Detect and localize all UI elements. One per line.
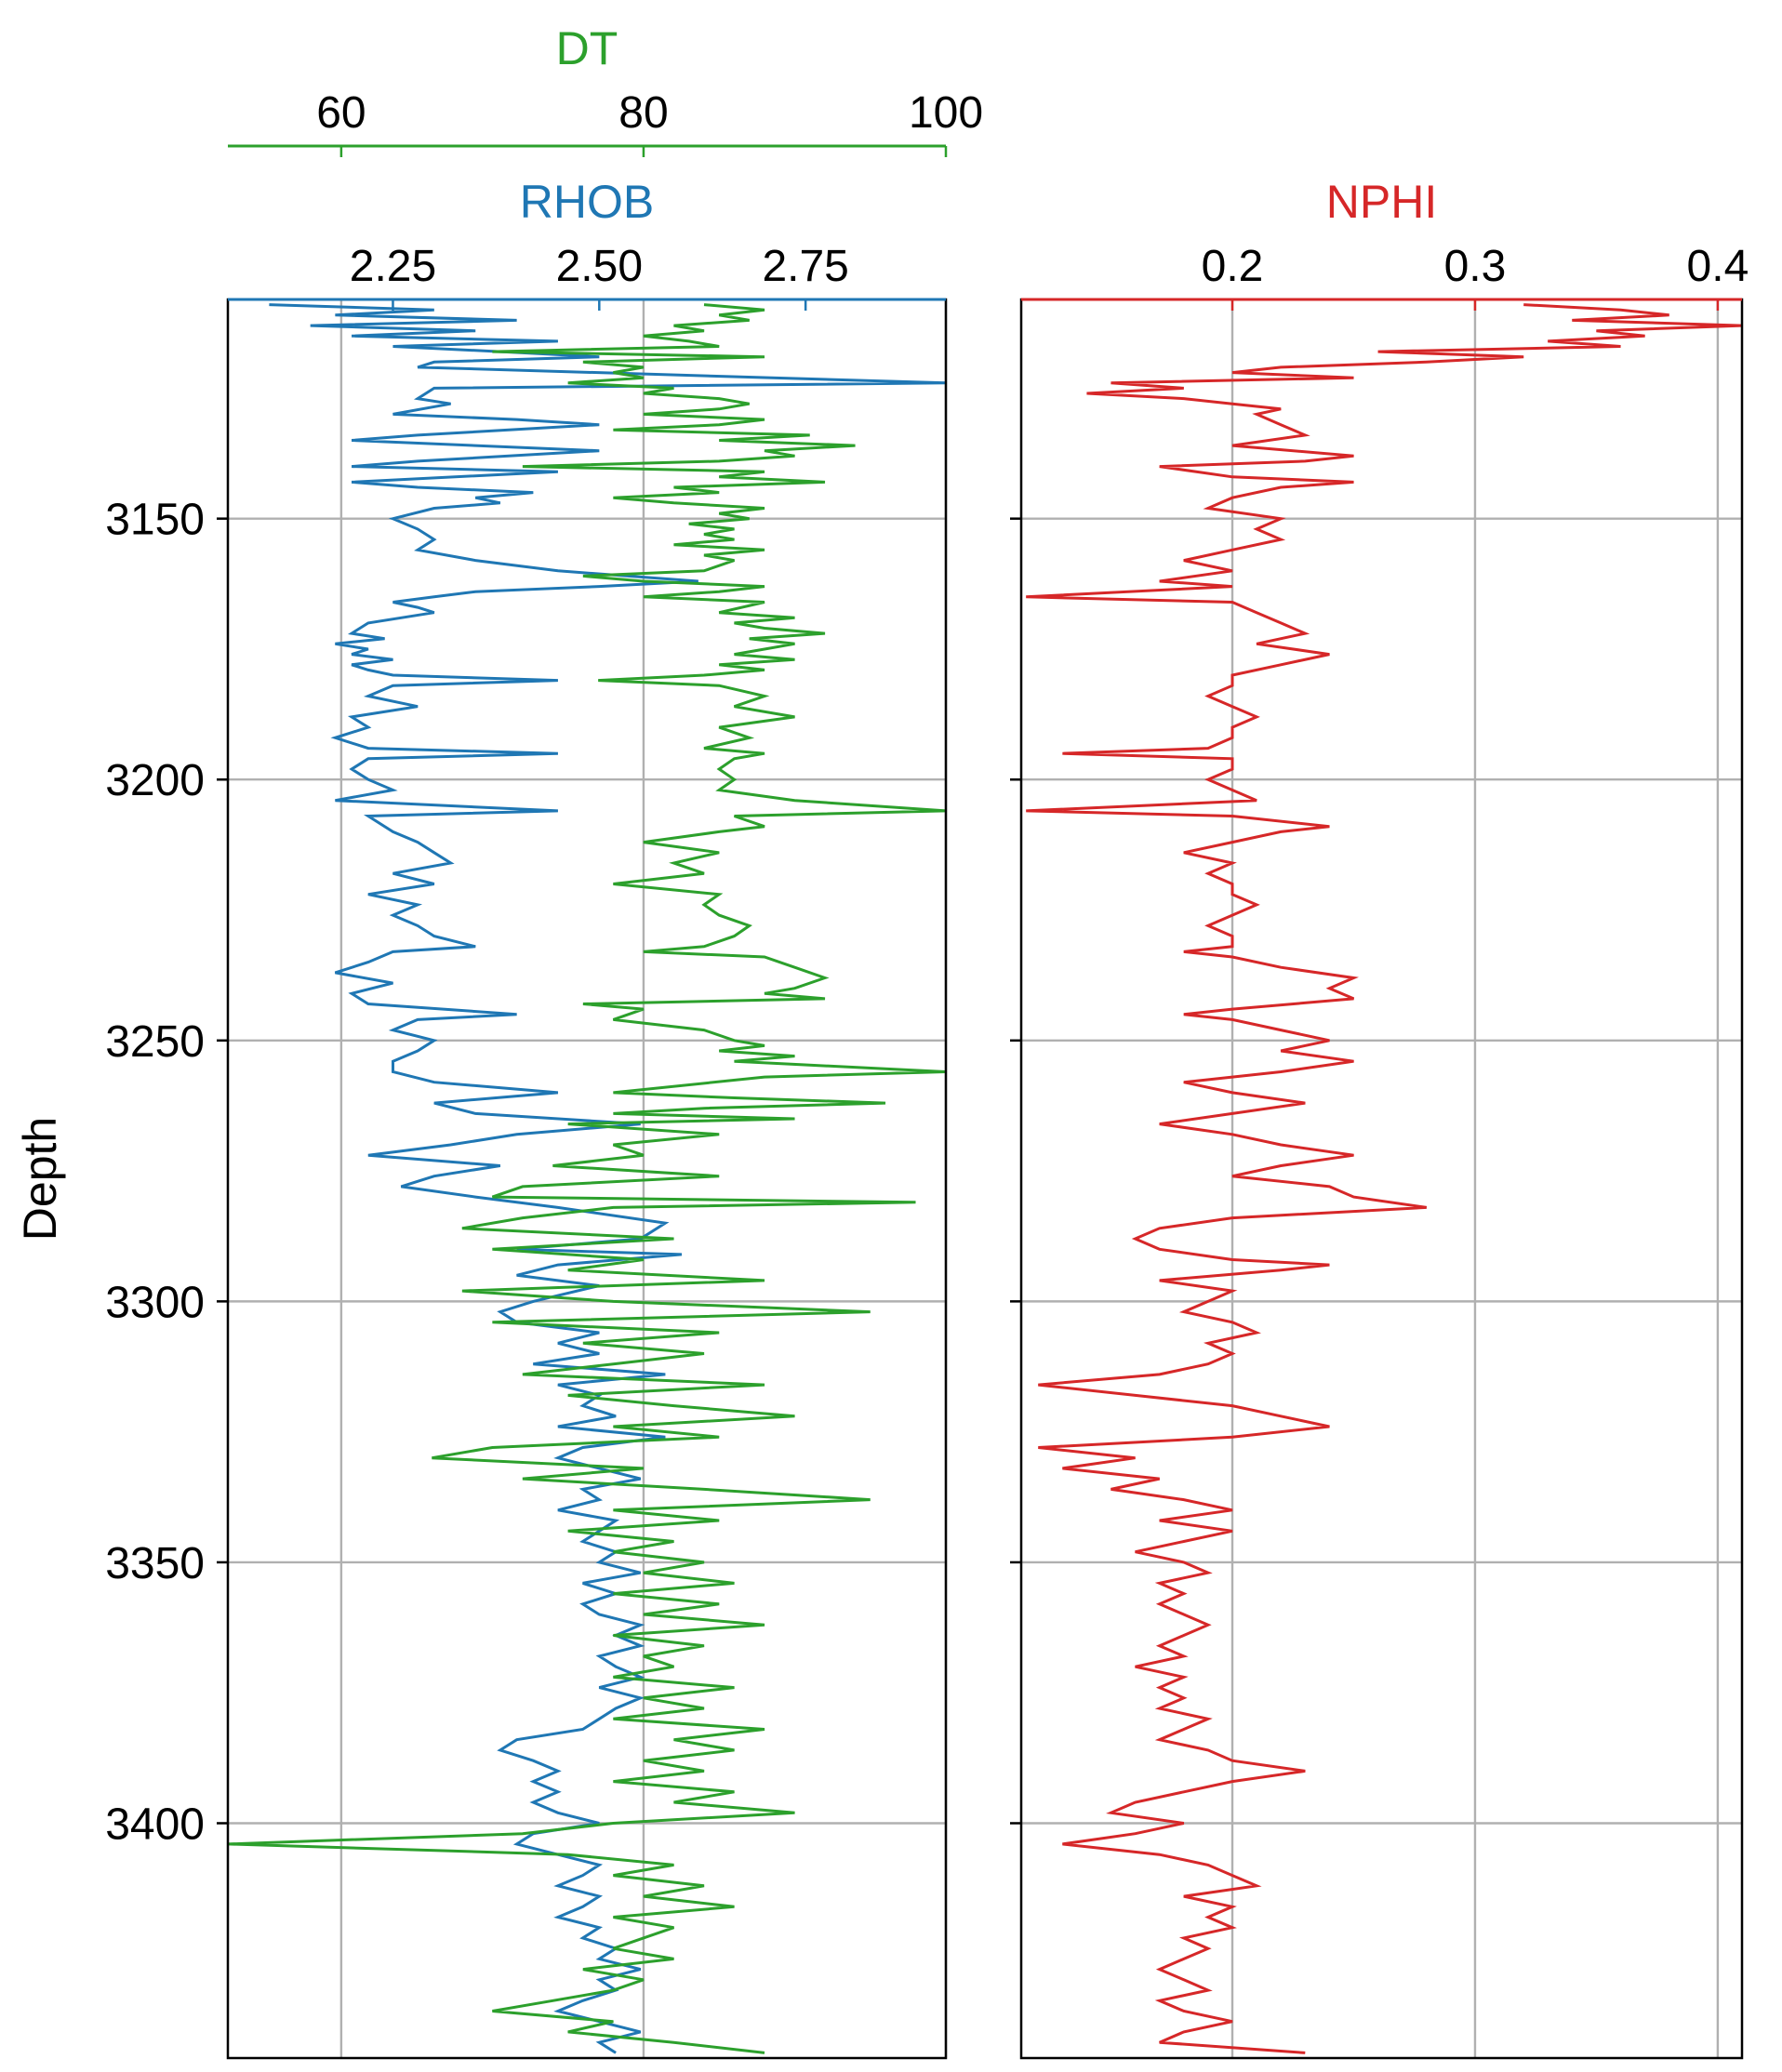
rhob-curve [269,303,947,2054]
depth-tick-label: 3400 [105,1800,205,1849]
nphi-axis-ticks: 0.2 0.3 0.4 [1202,242,1749,311]
track-1-curves [227,303,947,2054]
rhob-axis-title: RHOB [520,176,654,228]
x-tick-label: 100 [909,88,983,138]
dt-curve [227,303,947,2054]
depth-tick-label: 3200 [105,756,205,805]
x-tick-label: 0.3 [1444,242,1507,291]
track-1: 2.25 2.50 2.75 60 80 100 RHOB DT 3150 3200 325… [14,22,983,2060]
track-2-curves [1026,303,1743,2054]
track-2: 0.2 0.3 0.4 NPHI [1010,176,1749,2060]
track-2-depth-tick-marks [1010,517,1021,1825]
depth-tick-label: 3350 [105,1539,205,1588]
nphi-axis-title: NPHI [1326,176,1437,228]
x-tick-label: 2.75 [762,242,848,291]
depth-tick-label: 3250 [105,1017,205,1067]
depth-tick-labels: 3150 3200 3250 3300 3350 3400 [105,496,205,1850]
x-tick-label: 60 [316,88,366,138]
x-tick-label: 2.50 [556,242,643,291]
depth-axis-title: Depth [14,1117,66,1241]
dt-axis-title: DT [556,22,618,74]
track-2-grid [1021,299,1742,2058]
rhob-axis-ticks: 2.25 2.50 2.75 [350,242,849,311]
x-tick-label: 2.25 [350,242,436,291]
depth-tick-label: 3300 [105,1278,205,1327]
x-tick-label: 0.4 [1687,242,1749,291]
x-tick-label: 0.2 [1202,242,1264,291]
dt-axis-ticks: 60 80 100 [316,88,983,157]
nphi-curve [1026,303,1743,2054]
x-tick-label: 80 [618,88,668,138]
track-1-depth-tick-marks [217,517,228,1825]
depth-tick-label: 3150 [105,496,205,545]
